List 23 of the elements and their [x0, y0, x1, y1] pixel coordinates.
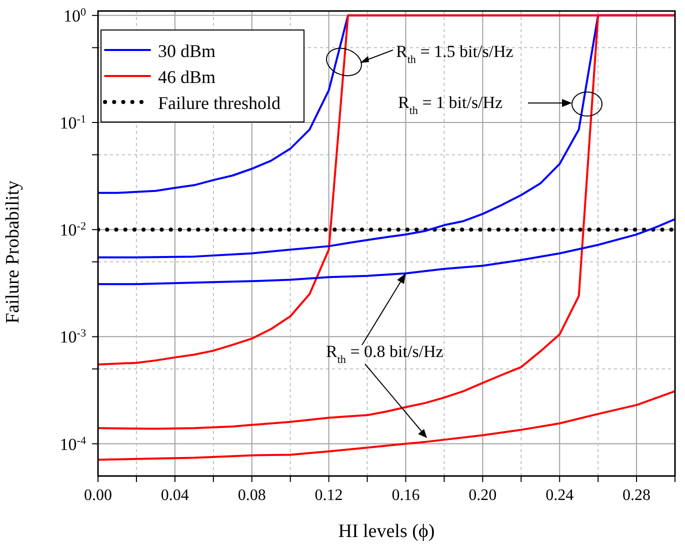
- line-series: [98, 390, 675, 461]
- y-tick-label: 10$^{-2}$: [60, 220, 86, 240]
- x-tick-label: 0.04: [160, 487, 189, 504]
- legend-label: 30 dBm: [158, 41, 216, 61]
- x-tick-label: 0.28: [622, 487, 651, 504]
- annotation: R$_{th}$ = 1.5 bit/s/Hz: [396, 42, 514, 66]
- y-tick-label: 10$^{0}$: [63, 6, 86, 26]
- y-tick-label: 10$^{-1}$: [60, 114, 86, 133]
- annotation: R$_{th}$ = 1 bit/s/Hz: [398, 93, 504, 117]
- y-axis-title: Failure Probability: [2, 180, 24, 324]
- legend-label: 46 dBm: [158, 67, 216, 87]
- x-axis-title: HI levels (ϕ): [338, 521, 435, 542]
- y-tick-label: 10$^{-4}$: [60, 434, 86, 454]
- x-tick-label: 0.24: [546, 487, 574, 504]
- x-tick-label: 0.00: [84, 487, 112, 504]
- x-tick-label: 0.16: [392, 487, 420, 504]
- x-tick-label: 0.12: [314, 487, 343, 504]
- annotation: R$_{th}$ = 0.8 bit/s/Hz: [326, 342, 444, 366]
- y-tick-label: 10$^{-3}$: [60, 328, 86, 347]
- x-tick-label: 0.08: [238, 487, 266, 504]
- legend-label: Failure threshold: [158, 93, 280, 113]
- x-tick-label: 0.20: [468, 487, 497, 504]
- line-series: [98, 218, 675, 286]
